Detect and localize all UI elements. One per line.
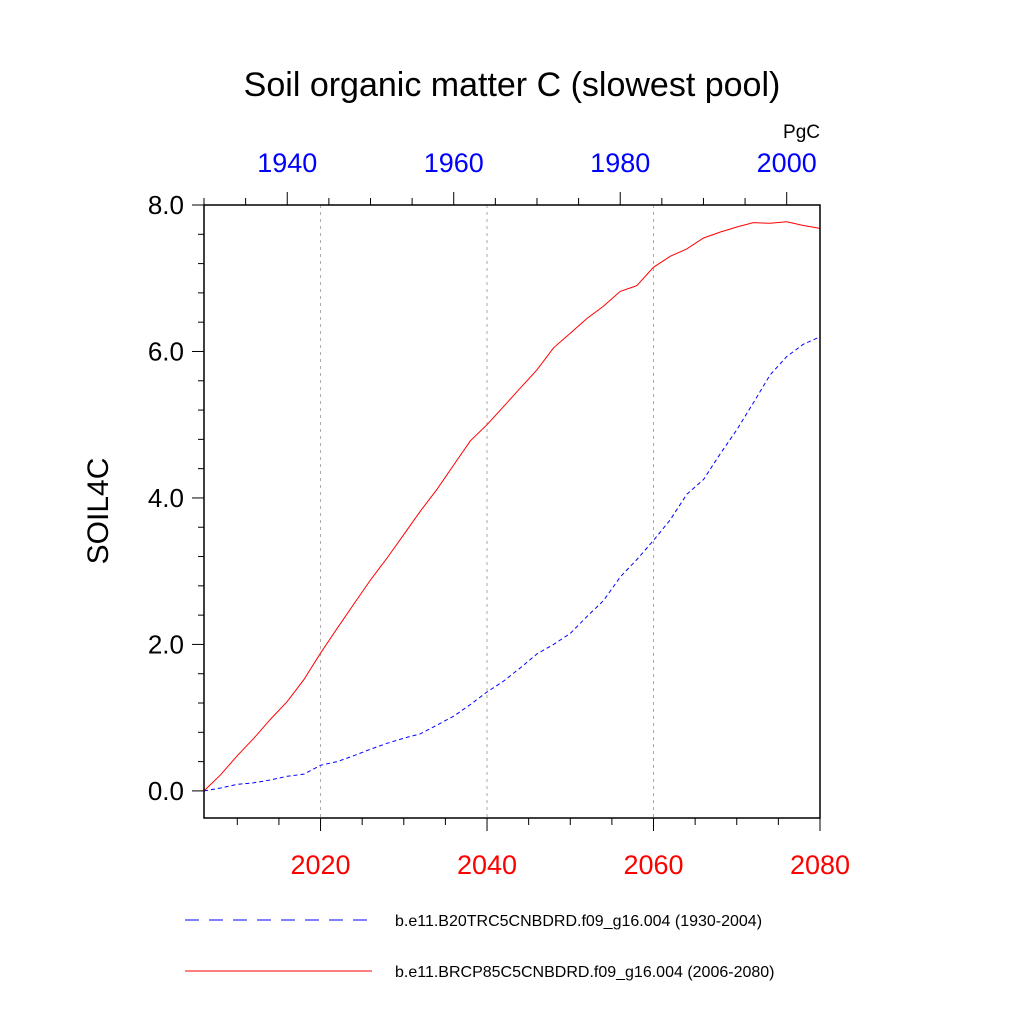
legend: b.e11.B20TRC5CNBDRD.f09_g16.004 (1930-20… bbox=[185, 913, 774, 981]
x-top-tick-label-1980: 1980 bbox=[590, 148, 650, 178]
y-tick-label-8: 8.0 bbox=[148, 190, 184, 220]
series-line-1 bbox=[203, 336, 821, 792]
x-bottom-tick-label-2080: 2080 bbox=[790, 850, 850, 880]
y-axis-label: SOIL4C bbox=[82, 458, 115, 565]
y-tick-label-2: 2.0 bbox=[148, 629, 184, 659]
legend-label-1: b.e11.B20TRC5CNBDRD.f09_g16.004 (1930-20… bbox=[395, 913, 762, 930]
x-bottom-tick-label-2060: 2060 bbox=[623, 850, 683, 880]
units-label: PgC bbox=[783, 122, 820, 143]
x-top-tick-label-2000: 2000 bbox=[757, 148, 817, 178]
series-layer bbox=[203, 221, 821, 792]
y-tick-label-4: 4.0 bbox=[148, 483, 184, 513]
axes: 0.0 2.0 4.0 6.0 8.0 2020 2040 2060 2080 1940 1960 1… bbox=[148, 148, 850, 880]
x-bottom-tick-label-2020: 2020 bbox=[291, 850, 351, 880]
plot-frame bbox=[203, 204, 821, 819]
x-top-tick-label-1940: 1940 bbox=[257, 148, 317, 178]
chart-title: Soil organic matter C (slowest pool) bbox=[244, 66, 781, 104]
x-bottom-tick-label-2040: 2040 bbox=[457, 850, 517, 880]
legend-label-2: b.e11.BRCP85C5CNBDRD.f09_g16.004 (2006-2… bbox=[395, 964, 774, 981]
x-top-tick-label-1960: 1960 bbox=[424, 148, 484, 178]
gridlines bbox=[320, 205, 655, 818]
y-tick-label-0: 0.0 bbox=[148, 776, 184, 806]
series-line-2 bbox=[203, 221, 821, 792]
y-tick-label-6: 6.0 bbox=[148, 336, 184, 366]
